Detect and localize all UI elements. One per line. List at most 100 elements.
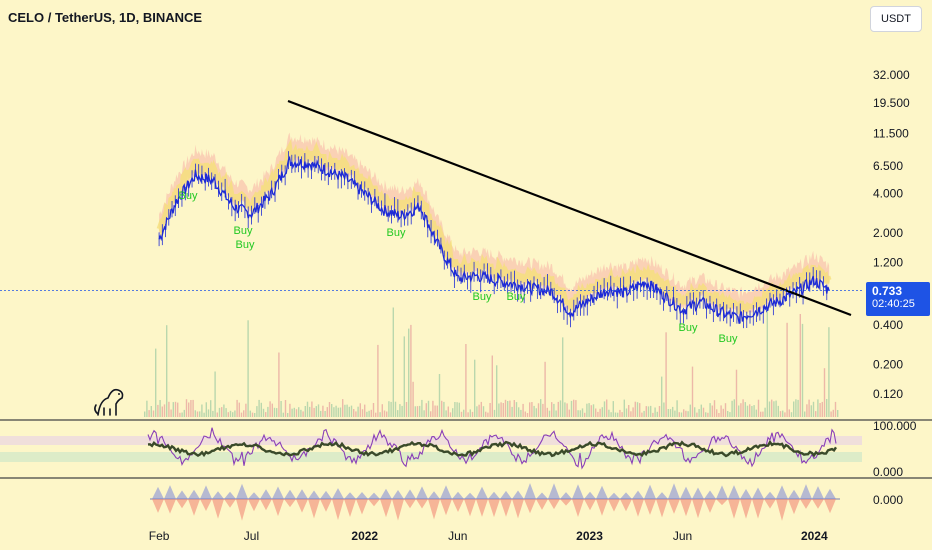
volume-bar [812,401,815,417]
volume-bar [456,402,458,417]
volume-bar [751,406,753,417]
volume-bar [559,400,562,417]
price-axis[interactable]: 32.000 19.500 11.500 6.500 4.000 2.000 1.200 0.… [873,68,917,507]
volume-bar [148,410,150,417]
volume-bar [293,407,295,417]
time-tick-5: Jun [673,529,692,543]
wave-peak [692,487,704,499]
volume-bar [755,409,757,417]
wave-trough [548,499,560,510]
volume-bar [331,404,333,417]
volume-bar [460,411,463,417]
buy-signal-6: Buy [679,322,698,334]
oscillator-slow [147,439,838,458]
volume-bar [179,412,181,417]
wave-trough [788,499,800,515]
dinosaur-eye [118,393,120,395]
wave-trough [524,499,536,514]
price-tick-10: 0.120 [873,387,903,401]
volume-bar [786,322,788,417]
volume-bar [632,407,634,417]
volume-bar [518,407,520,417]
volume-bar [240,412,243,417]
volume-bar [674,410,676,417]
volume-bar [474,359,476,417]
time-axis[interactable]: Feb Jul 2022 Jun 2023 Jun 2024 [149,529,828,543]
volume-bar [544,361,546,417]
volume-bar [471,411,474,417]
volume-bar [218,407,221,417]
volume-bar [203,412,205,417]
wave-trough [380,499,392,518]
volume-bar [344,404,346,417]
volume-bar [663,402,665,417]
buy-signal-3: Buy [387,227,406,239]
volume-bar [403,336,405,417]
volume-bar [322,405,324,417]
volume-bar [152,410,155,417]
volume-bar [575,400,577,417]
volume-bar [423,410,425,417]
volume-bar [469,409,471,417]
volume-bar [570,400,573,417]
volume-bar [432,400,434,417]
volume-bar [548,410,551,417]
volume-bar [746,405,749,417]
volume-bar [320,410,322,417]
volume-bar [504,399,507,417]
volume-bar [716,409,718,417]
volume-bar [799,314,801,417]
wave-trough [644,499,656,515]
trendline[interactable] [287,99,852,317]
volume-bar [410,324,412,417]
wave-trough [392,499,404,521]
volume-bar [665,332,667,417]
volume-bar [419,405,421,417]
dinosaur-icon[interactable] [94,388,124,416]
time-tick-4: 2023 [576,529,603,543]
volume-bar [337,407,339,417]
wave-peak [308,490,320,499]
wave-trough [776,499,788,521]
volume-bar [443,401,445,417]
volume-bar [513,400,515,417]
volume-bar [247,320,249,417]
volume-bar [361,409,364,417]
volume-bar [687,411,689,417]
volume-bar [709,403,711,417]
currency-button[interactable]: USDT [870,6,922,32]
wave-peak [272,486,284,499]
volume-bar [238,402,240,417]
volume-bar [348,406,350,417]
volume-bar [188,402,190,417]
wave-peak [668,483,680,499]
volume-bar [405,402,408,417]
volume-bar [210,400,212,417]
wave-trough [812,499,824,509]
volume-bar [826,399,828,417]
wave-peak [728,485,740,499]
last-price-badge: 0.733 02:40:25 [866,282,930,316]
time-tick-1: Jul [244,529,259,543]
wave-trough [620,499,632,512]
volume-bar [232,412,234,417]
volume-bar [284,400,287,417]
volume-bar [243,410,245,417]
volume-bar [760,411,762,417]
volume-bar [399,404,401,417]
wave-trough [656,499,668,518]
time-tick-0: Feb [149,529,170,543]
volume-bar [810,405,812,417]
volume-bar [667,409,669,417]
volume-bar [590,405,592,417]
volume-bars [144,307,839,417]
volume-bar [207,409,210,417]
volume-bar [815,411,817,417]
price-tick-1: 19.500 [873,96,910,110]
volume-bar [353,409,355,417]
volume-bar [311,401,313,417]
wave-pane [150,483,840,521]
volume-bar [273,407,276,417]
volume-bar [614,412,617,417]
